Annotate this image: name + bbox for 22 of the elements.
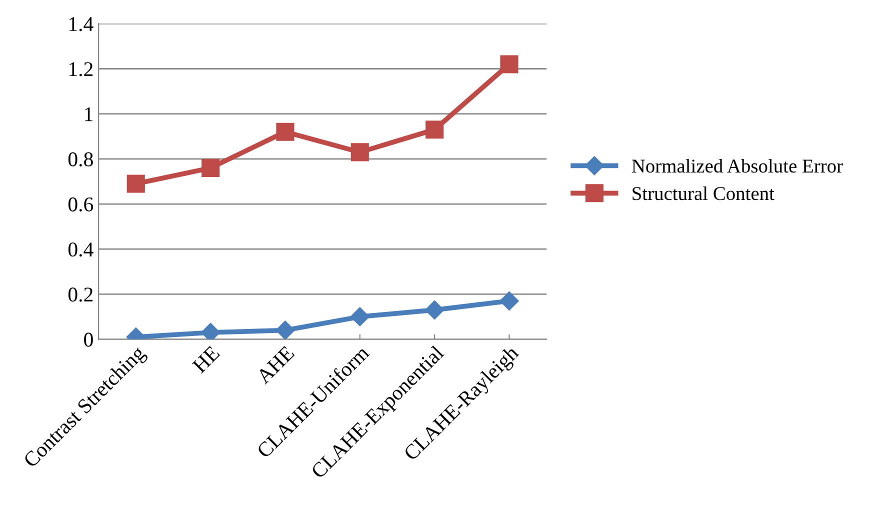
y-tick-label: 0.6 — [68, 197, 94, 212]
legend-label: Structural Content — [632, 186, 774, 200]
legend-label: Normalized Absolute Error — [632, 158, 843, 173]
point — [350, 307, 370, 326]
point — [126, 174, 145, 193]
y-tick-label: 0.8 — [68, 152, 93, 166]
point — [202, 158, 220, 177]
point — [350, 143, 369, 162]
y-tick-label: 0.2 — [68, 288, 93, 302]
point — [201, 322, 220, 340]
y-tick-label: 1.4 — [69, 17, 94, 32]
point — [426, 120, 444, 139]
point — [500, 55, 518, 74]
y-tick-label: 0.4 — [68, 242, 94, 257]
y-tick-label: 0 — [84, 332, 93, 347]
point — [425, 300, 444, 320]
x-tick-label: HE — [192, 345, 220, 374]
y-tick-label: 1 — [85, 107, 92, 122]
point — [276, 122, 294, 141]
point — [500, 291, 519, 310]
point — [276, 320, 295, 340]
y-tick-label: 1.2 — [69, 62, 93, 76]
